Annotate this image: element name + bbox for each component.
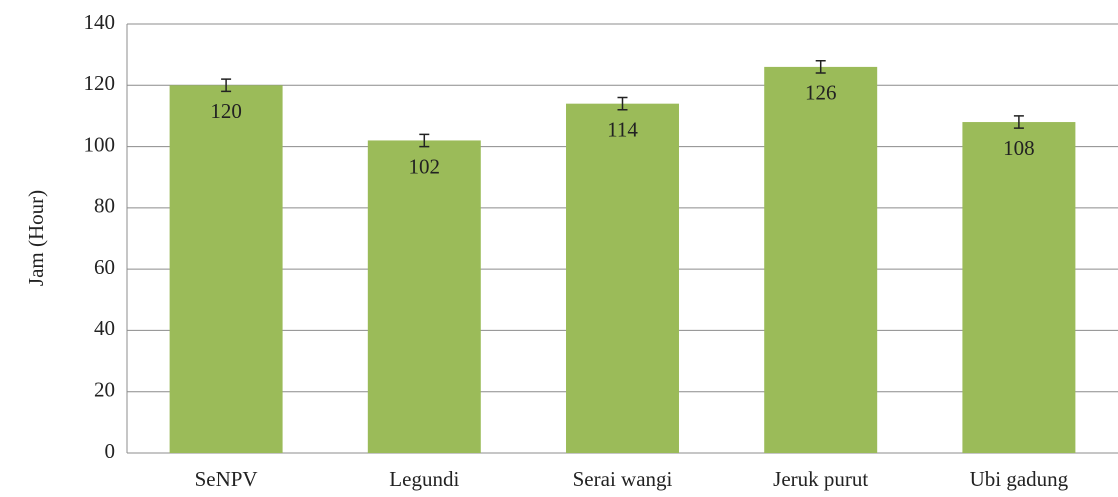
y-axis-label: Jam (Hour) — [24, 190, 48, 286]
error-bar — [815, 60, 826, 74]
data-label: 108 — [1003, 136, 1035, 160]
y-tick-label: 100 — [84, 132, 116, 156]
data-label: 102 — [409, 154, 441, 178]
y-tick-label: 40 — [94, 316, 115, 340]
x-tick-label: Serai wangi — [573, 467, 673, 491]
error-bar — [419, 133, 430, 148]
y-tick-label: 0 — [105, 439, 116, 463]
y-tick-label: 120 — [84, 71, 116, 95]
y-tick-label: 20 — [94, 378, 115, 402]
x-tick-label: Ubi gadung — [970, 467, 1069, 491]
y-tick-label: 60 — [94, 255, 115, 279]
bar — [962, 122, 1076, 454]
error-bar — [221, 78, 232, 93]
y-tick-label: 140 — [84, 10, 116, 34]
bar — [764, 66, 878, 454]
data-label: 120 — [210, 99, 242, 123]
error-bar — [617, 96, 628, 111]
data-label: 114 — [607, 117, 638, 141]
y-tick-label: 80 — [94, 194, 115, 218]
bar — [566, 103, 679, 454]
x-tick-label: Jeruk purut — [773, 467, 868, 491]
x-tick-label: SeNPV — [195, 467, 258, 491]
error-bar — [1013, 115, 1024, 129]
bar — [169, 85, 283, 454]
data-label: 126 — [805, 81, 837, 105]
bar — [367, 140, 481, 453]
x-tick-label: Legundi — [389, 467, 459, 491]
